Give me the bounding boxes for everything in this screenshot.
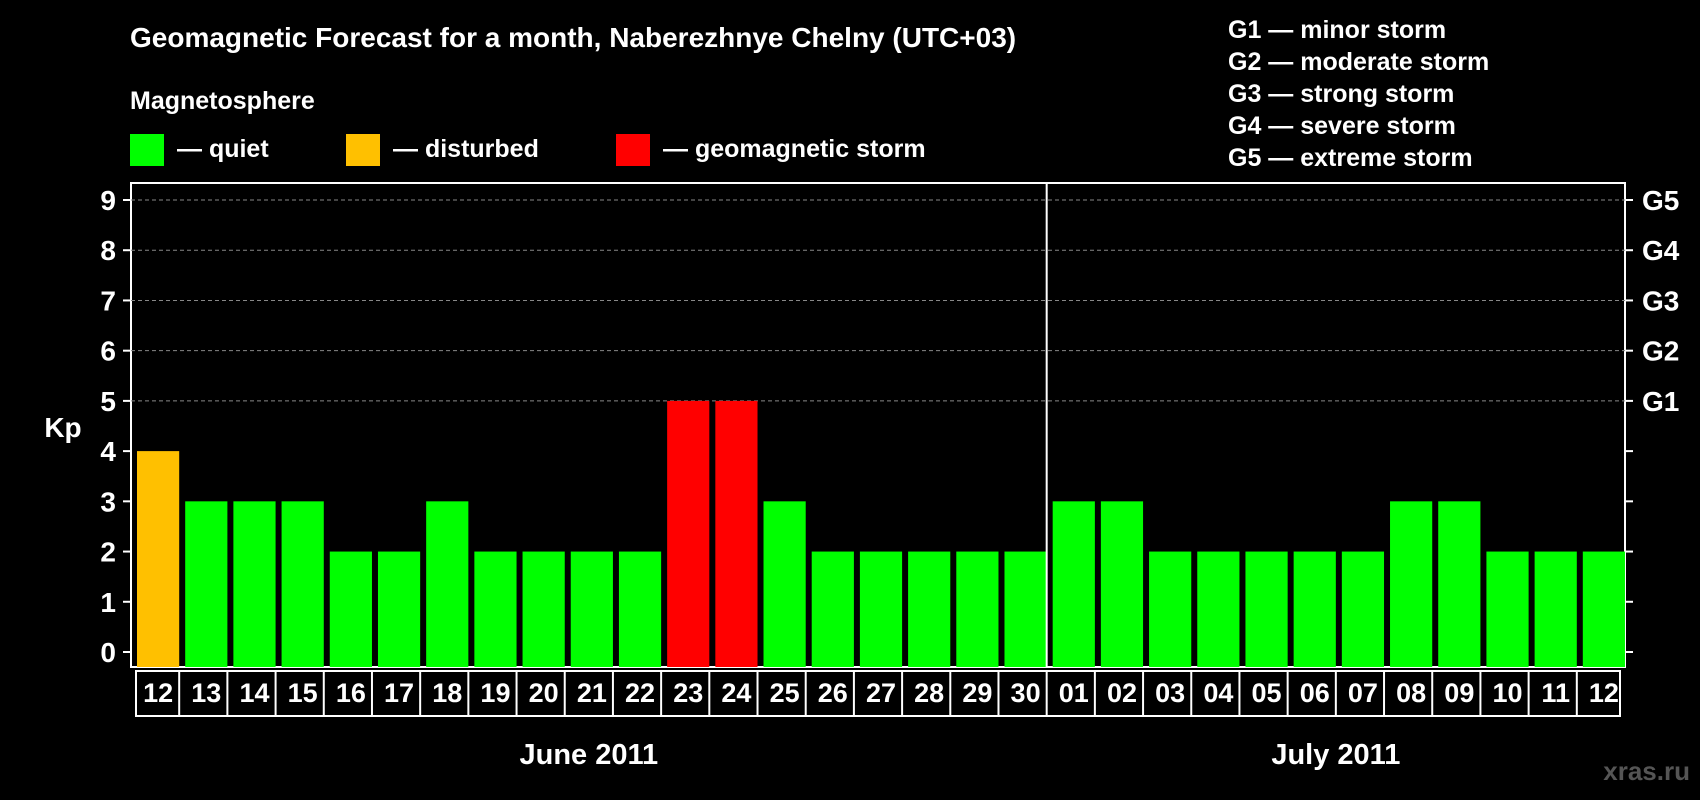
bar-27 (1390, 501, 1433, 667)
x-tick-label: 09 (1444, 678, 1474, 708)
g-level-label: G2 (1642, 336, 1679, 367)
bar-17 (908, 551, 951, 667)
x-tick-label: 12 (1589, 678, 1619, 708)
bar-7 (426, 501, 469, 667)
y-axis-label: Kp (44, 412, 81, 443)
g-level-label: G5 (1642, 185, 1679, 216)
bar-29 (1486, 551, 1529, 667)
x-tick-label: 12 (143, 678, 173, 708)
x-tick-label: 04 (1203, 678, 1233, 708)
x-tick-label: 30 (1011, 678, 1041, 708)
bar-8 (474, 551, 517, 667)
legend-swatch-storm (616, 134, 650, 166)
bar-26 (1341, 551, 1385, 667)
bar-23 (1197, 551, 1240, 667)
x-tick-label: 15 (288, 678, 318, 708)
legend-swatch-quiet (130, 134, 164, 166)
y-tick-label: 2 (100, 537, 116, 568)
g-description-2: G2 — moderate storm (1228, 48, 1489, 76)
x-tick-label: 17 (384, 678, 414, 708)
y-tick-label: 4 (100, 436, 116, 467)
x-tick-label: 03 (1155, 678, 1185, 708)
bar-19 (1004, 551, 1047, 667)
y-tick-label: 0 (100, 637, 116, 668)
x-tick-label: 18 (432, 678, 462, 708)
y-tick-label: 6 (100, 336, 116, 367)
x-tick-label: 19 (480, 678, 510, 708)
x-axis-label-box (135, 670, 1621, 717)
bar-11 (618, 551, 662, 667)
x-tick-label: 07 (1348, 678, 1378, 708)
y-tick-label: 8 (100, 235, 116, 266)
bar-4 (281, 501, 324, 667)
x-tick-label: 27 (866, 678, 896, 708)
g-level-label: G4 (1642, 235, 1680, 266)
g-description-1: G1 — minor storm (1228, 16, 1446, 44)
bar-24 (1245, 551, 1288, 667)
y-tick-label: 3 (100, 486, 116, 517)
bar-5 (329, 551, 372, 667)
legend-label-storm: — geomagnetic storm (663, 135, 926, 163)
y-tick-label: 7 (100, 285, 116, 316)
x-tick-label: 10 (1492, 678, 1522, 708)
chart-subtitle: Magnetosphere (130, 87, 315, 115)
bar-9 (522, 551, 565, 667)
bar-20 (1052, 501, 1095, 667)
bar-6 (377, 551, 421, 667)
bar-12 (667, 400, 710, 667)
x-tick-label: 28 (914, 678, 944, 708)
month-label: July 2011 (1271, 739, 1400, 771)
x-tick-label: 26 (818, 678, 848, 708)
bar-1 (137, 451, 180, 667)
y-tick-label: 1 (100, 587, 116, 618)
g-level-label: G3 (1642, 285, 1679, 316)
bar-15 (811, 551, 854, 667)
x-tick-label: 11 (1541, 678, 1570, 708)
x-tick-label: 08 (1396, 678, 1426, 708)
x-tick-label: 13 (191, 678, 221, 708)
bar-16 (859, 551, 903, 667)
month-label: June 2011 (520, 739, 659, 771)
x-tick-label: 05 (1252, 678, 1282, 708)
bar-18 (956, 551, 999, 667)
x-tick-label: 23 (673, 678, 703, 708)
bar-25 (1293, 551, 1336, 667)
bar-30 (1534, 551, 1577, 667)
bar-13 (715, 400, 758, 667)
bar-3 (233, 501, 276, 667)
x-tick-label: 21 (577, 678, 607, 708)
x-tick-label: 02 (1107, 678, 1137, 708)
bar-21 (1100, 501, 1144, 667)
g-level-label: G1 (1642, 386, 1679, 417)
y-tick-label: 5 (100, 386, 116, 417)
g-description-4: G4 — severe storm (1228, 112, 1456, 140)
x-tick-label: 01 (1059, 678, 1089, 708)
bar-2 (185, 501, 228, 667)
x-tick-label: 20 (529, 678, 559, 708)
x-tick-label: 29 (962, 678, 992, 708)
legend-label-quiet: — quiet (177, 135, 269, 163)
g-level-legend: G1 — minor storm G2 — moderate storm G3 — … (1228, 16, 1489, 172)
watermark: xras.ru (1603, 756, 1690, 786)
bar-31 (1582, 551, 1625, 667)
y-tick-label: 9 (100, 185, 116, 216)
g-description-5: G5 — extreme storm (1228, 144, 1473, 172)
bar-14 (763, 501, 806, 667)
legend-swatch-disturbed (346, 134, 380, 166)
bar-22 (1149, 551, 1192, 667)
x-tick-label: 06 (1300, 678, 1330, 708)
x-tick-label: 16 (336, 678, 366, 708)
x-tick-label: 14 (239, 678, 269, 708)
x-tick-label: 22 (625, 678, 655, 708)
bar-10 (570, 551, 613, 667)
bar-28 (1438, 501, 1481, 667)
chart-legend: — quiet — disturbed — geomagnetic storm (130, 134, 926, 166)
g-description-3: G3 — strong storm (1228, 80, 1454, 108)
x-tick-label: 25 (770, 678, 800, 708)
chart-title: Geomagnetic Forecast for a month, Nabere… (130, 22, 1016, 53)
legend-label-disturbed: — disturbed (393, 135, 539, 163)
x-tick-label: 24 (721, 678, 751, 708)
